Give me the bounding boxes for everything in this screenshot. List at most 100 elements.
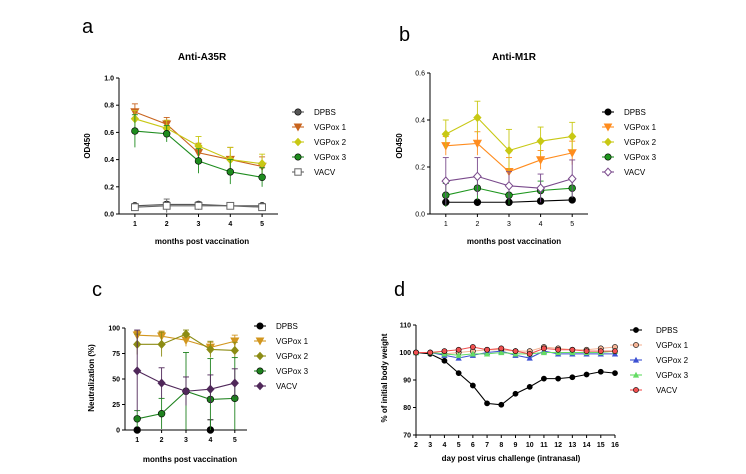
data-point bbox=[157, 409, 166, 418]
panel-c: c months post vaccination Neutralization… bbox=[87, 279, 309, 464]
x-tick-label: 5 bbox=[457, 442, 461, 449]
y-tick-label: 25 bbox=[112, 402, 120, 409]
x-tick-label: 7 bbox=[485, 442, 489, 449]
legend-label: VGPox 1 bbox=[656, 341, 689, 350]
legend-entry: VACV bbox=[292, 168, 336, 177]
x-tick-label: 2 bbox=[160, 437, 164, 444]
x-tick-label: 12 bbox=[554, 442, 562, 449]
data-point bbox=[512, 348, 519, 355]
data-point bbox=[257, 159, 267, 169]
panel-b: b Anti-M1R months post vaccination OD450… bbox=[395, 24, 657, 246]
series-vgpox-2 bbox=[441, 100, 577, 172]
x-tick-label: 14 bbox=[583, 442, 591, 449]
data-point bbox=[612, 348, 618, 355]
legend-entry: VACV bbox=[630, 386, 678, 395]
legend-marker bbox=[604, 153, 612, 161]
legend-marker bbox=[256, 367, 264, 375]
legend-label: VGPox 3 bbox=[656, 371, 689, 380]
legend-marker bbox=[604, 137, 612, 147]
legend-entry: VGPox 1 bbox=[254, 337, 309, 346]
data-point bbox=[498, 349, 505, 356]
legend-marker bbox=[633, 327, 639, 333]
data-point bbox=[441, 357, 448, 364]
data-point bbox=[536, 156, 546, 165]
legend-label: VGPox 2 bbox=[314, 138, 347, 147]
legend-marker bbox=[256, 322, 264, 330]
data-point bbox=[536, 136, 545, 146]
data-point bbox=[504, 146, 514, 156]
x-tick-label: 1 bbox=[444, 221, 448, 228]
y-tick-label: 0.8 bbox=[104, 103, 114, 110]
legend-marker bbox=[255, 337, 265, 346]
x-tick-label: 5 bbox=[233, 437, 237, 444]
legend-entry: DPBS bbox=[254, 322, 298, 331]
x-tick-label: 1 bbox=[135, 437, 139, 444]
legend-marker bbox=[294, 137, 302, 147]
legend-label: VGPox 2 bbox=[276, 352, 309, 361]
data-point bbox=[230, 378, 239, 388]
legend-marker bbox=[294, 108, 302, 116]
panel-d: d day post virus challenge (intranasal) … bbox=[380, 279, 689, 463]
data-point bbox=[441, 348, 448, 355]
legend-label: VGPox 2 bbox=[656, 356, 689, 365]
x-tick-label: 9 bbox=[514, 442, 518, 449]
legend-entry: DPBS bbox=[630, 326, 678, 335]
data-point bbox=[484, 400, 490, 407]
data-point bbox=[583, 348, 590, 355]
y-tick-label: 50 bbox=[112, 377, 120, 384]
x-tick-label: 4 bbox=[442, 442, 446, 449]
y-tick-label: 0.4 bbox=[415, 118, 425, 125]
data-point bbox=[157, 339, 166, 349]
legend-marker bbox=[603, 167, 613, 177]
legend-label: VGPox 3 bbox=[624, 153, 657, 162]
panel-d-ylabel: % of initial body weight bbox=[380, 333, 389, 422]
data-point bbox=[472, 139, 482, 149]
series-vacv bbox=[133, 329, 239, 412]
data-point bbox=[194, 157, 203, 165]
x-tick-label: 1 bbox=[133, 221, 137, 228]
y-tick-label: 0.6 bbox=[415, 71, 425, 78]
data-point bbox=[455, 352, 462, 358]
y-tick-label: 0.6 bbox=[104, 130, 114, 137]
legend-entry: VGPox 3 bbox=[630, 371, 689, 380]
legend-entry: VGPox 3 bbox=[254, 367, 309, 376]
data-point bbox=[498, 401, 505, 408]
legend-entry: DPBS bbox=[602, 108, 646, 117]
panel-d-xlabel: day post virus challenge (intranasal) bbox=[442, 454, 581, 463]
legend-label: DPBS bbox=[624, 108, 646, 117]
x-tick-label: 4 bbox=[539, 221, 543, 228]
data-point bbox=[181, 329, 191, 339]
legend-label: DPBS bbox=[656, 326, 678, 335]
data-point bbox=[194, 201, 203, 210]
series-dpbs bbox=[413, 349, 618, 408]
legend-entry: VGPox 1 bbox=[292, 123, 347, 132]
panel-c-xlabel: months post vaccination bbox=[143, 455, 237, 464]
data-point bbox=[131, 127, 139, 135]
data-point bbox=[162, 201, 171, 210]
y-tick-label: 80 bbox=[403, 405, 411, 412]
y-tick-label: 100 bbox=[399, 350, 411, 357]
data-point bbox=[163, 130, 171, 138]
data-point bbox=[498, 345, 505, 352]
y-tick-label: 0.0 bbox=[415, 212, 425, 219]
panel-c-plot: 0 25 50 75 100 1 2 3 4 5 DPBS VGPox 1 VGPox 2 VGPox 3… bbox=[108, 322, 308, 444]
data-point bbox=[455, 346, 462, 353]
panel-a-xlabel: months post vaccination bbox=[155, 237, 249, 246]
data-point bbox=[504, 180, 514, 191]
x-tick-label: 5 bbox=[570, 221, 574, 228]
x-tick-label: 4 bbox=[208, 437, 212, 444]
legend-entry: VGPox 2 bbox=[602, 137, 657, 147]
data-point bbox=[541, 345, 547, 352]
legend-label: VGPox 1 bbox=[624, 123, 657, 132]
data-point bbox=[569, 346, 576, 353]
x-tick-label: 13 bbox=[568, 442, 576, 449]
data-point bbox=[612, 370, 618, 377]
legend-marker bbox=[632, 371, 640, 378]
legend-entry: VACV bbox=[602, 167, 646, 177]
legend-entry: VGPox 2 bbox=[292, 137, 347, 147]
data-point bbox=[541, 375, 547, 382]
x-tick-label: 6 bbox=[471, 442, 475, 449]
legend-label: VACV bbox=[276, 382, 298, 391]
y-tick-label: 75 bbox=[112, 351, 120, 358]
